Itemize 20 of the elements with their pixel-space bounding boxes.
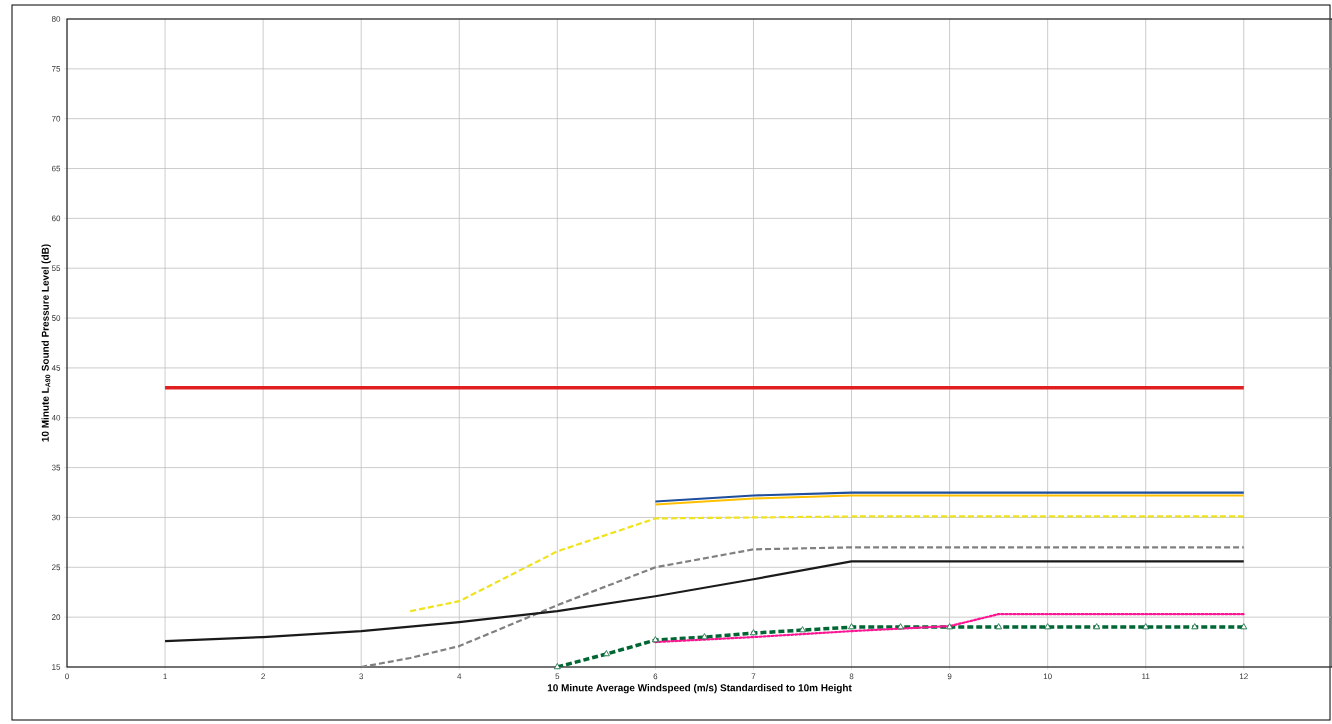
point [651,636,659,643]
y-axis-title: 10 Minute L$_{A90}$ Sound Pressure Level (dB) [41,244,51,442]
point [602,650,610,657]
point [750,629,757,636]
point [848,623,855,630]
point [700,633,708,640]
point [1044,623,1052,630]
point [946,623,954,630]
point [1240,623,1248,630]
point [553,663,561,670]
line-series [654,613,1245,644]
point [897,623,904,630]
point [1142,623,1150,630]
line-series [409,515,1245,613]
x-axis-title: 10 Minute Average Windspeed (m/s) Standardised to 10m Height [547,684,852,694]
line-series [163,560,1245,643]
point [1093,623,1101,630]
point [995,623,1003,630]
point [1191,623,1199,630]
point [799,626,806,633]
